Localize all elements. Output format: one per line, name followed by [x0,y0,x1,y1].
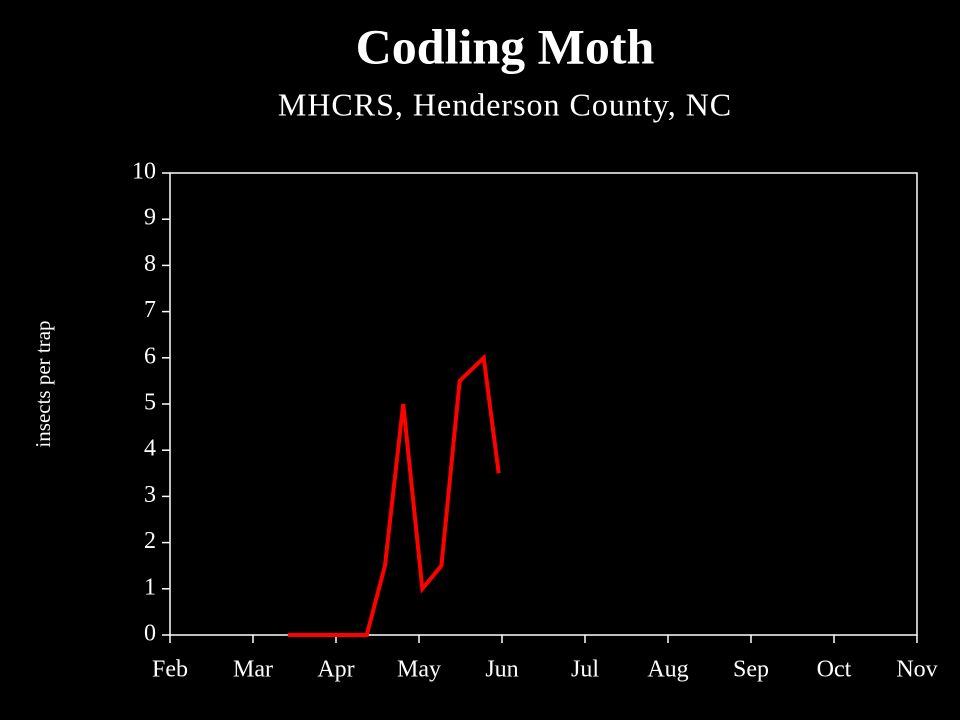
y-tick-label: 8 [144,251,156,277]
y-tick-label: 4 [144,436,156,462]
x-tick-label: Nov [896,657,937,683]
line-series [287,353,501,637]
x-tick-label: Apr [317,657,354,683]
y-tick-label: 5 [144,390,156,416]
x-tick-label: May [397,657,441,683]
x-tick-label: Sep [733,657,769,683]
x-tick-label: Jul [571,657,599,683]
y-tick-label: 9 [144,205,156,231]
chart-subtitle: MHCRS, Henderson County, NC [278,86,732,122]
chart-title: Codling Moth [356,18,655,74]
x-tick-label: Feb [152,657,188,683]
y-tick-label: 1 [144,574,156,600]
y-tick-label: 0 [144,621,156,647]
x-tick-label: Oct [817,657,852,683]
y-tick-label: 3 [144,482,156,508]
x-tick-label: Jun [485,657,518,683]
y-tick-label: 6 [144,343,156,369]
plot-frame [169,172,918,636]
x-tick-label: Mar [233,657,273,683]
y-tick-label: 7 [144,297,156,323]
y-tick-label: 10 [132,159,156,185]
y-tick-label: 2 [144,528,156,554]
y-axis-label: insects per trap [31,320,55,447]
x-tick-label: Aug [647,657,688,683]
